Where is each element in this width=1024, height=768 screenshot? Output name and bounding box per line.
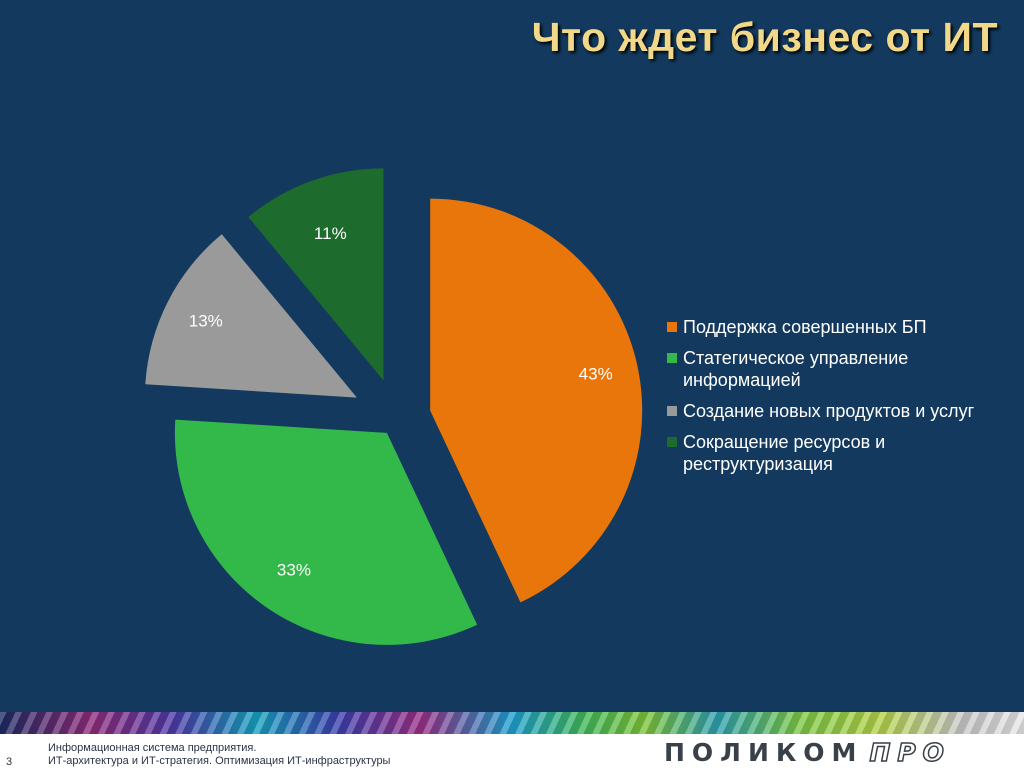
legend-swatch bbox=[667, 406, 677, 416]
decorative-ribbon bbox=[0, 712, 1024, 734]
legend-label: Создание новых продуктов и услуг bbox=[683, 401, 975, 421]
page-number: 3 bbox=[6, 756, 13, 768]
legend-swatch bbox=[667, 437, 677, 447]
slide-background: Что ждет бизнес от ИТ 43% 33% 13% 11% Подде… bbox=[0, 0, 1024, 718]
legend-label: Статегическое управление информацией bbox=[683, 348, 909, 390]
legend-label: Поддержка совершенных БП bbox=[683, 317, 927, 337]
pie-slice bbox=[174, 419, 478, 645]
footer-line-1: Информационная система предприятия. bbox=[48, 742, 257, 754]
pie-data-label: 43% bbox=[579, 365, 613, 384]
pie-slice bbox=[248, 168, 384, 381]
legend-swatch bbox=[667, 322, 677, 332]
legend-item: Сокращение ресурсов и реструктуризация bbox=[667, 431, 987, 475]
pie-slice bbox=[430, 198, 643, 603]
footer: 3 Информационная система предприятия. ИТ… bbox=[0, 734, 1024, 768]
chart-legend: Поддержка совершенных БП Статегическое уп… bbox=[667, 316, 987, 484]
legend-swatch bbox=[667, 353, 677, 363]
legend-item: Статегическое управление информацией bbox=[667, 347, 987, 391]
logo-main-text: ПОЛИКОМ bbox=[664, 738, 864, 767]
footer-caption: Информационная система предприятия. ИТ-а… bbox=[48, 742, 390, 768]
pie-data-label: 11% bbox=[314, 224, 347, 243]
pie-data-label: 13% bbox=[189, 312, 223, 331]
legend-item: Поддержка совершенных БП bbox=[667, 316, 987, 338]
slide-title: Что ждет бизнес от ИТ bbox=[531, 14, 998, 60]
pie-slice bbox=[145, 234, 357, 398]
pie-chart: 43% 33% 13% 11% bbox=[145, 168, 643, 645]
pie-data-label: 33% bbox=[277, 561, 311, 580]
company-logo: ПОЛИКОМ ПРО bbox=[664, 738, 951, 767]
logo-sub-text: ПРО bbox=[869, 738, 951, 767]
footer-line-2: ИТ-архитектура и ИТ-стратегия. Оптимизац… bbox=[48, 755, 391, 767]
legend-item: Создание новых продуктов и услуг bbox=[667, 400, 987, 422]
legend-label: Сокращение ресурсов и реструктуризация bbox=[683, 432, 886, 474]
